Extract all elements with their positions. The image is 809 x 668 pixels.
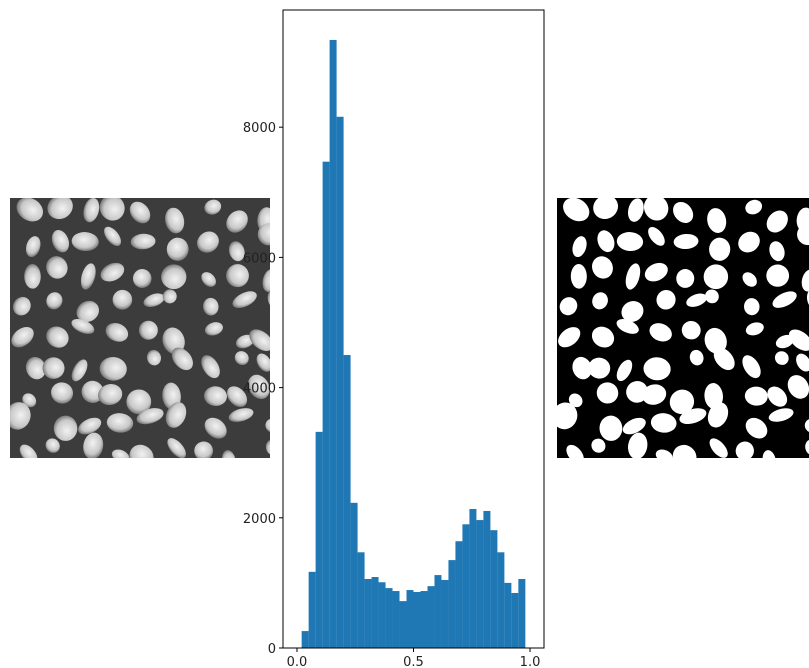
bar: [448, 560, 455, 648]
bar: [420, 591, 427, 648]
bar: [365, 579, 372, 648]
bar: [518, 579, 525, 648]
y-tick-label: 0: [268, 642, 276, 657]
bar: [386, 588, 393, 648]
bar: [414, 592, 421, 648]
histogram-chart: 0 2000 4000 6000 8000 0.0 0.5 1.0: [243, 10, 544, 668]
x-tick-label: 1.0: [520, 655, 541, 668]
bar: [400, 601, 407, 648]
grayscale-image: [2, 190, 284, 473]
bar: [407, 590, 414, 648]
blob: [704, 264, 729, 289]
bar: [504, 583, 511, 648]
bar: [302, 631, 309, 648]
bar: [323, 162, 330, 648]
bar: [379, 582, 386, 648]
x-tick-label: 0.0: [287, 655, 308, 668]
bar: [337, 117, 344, 648]
y-tick-label: 8000: [243, 121, 276, 136]
bar: [344, 355, 351, 648]
bar: [455, 541, 462, 648]
bar: [469, 509, 476, 648]
bar: [309, 572, 316, 648]
binary-image: [549, 191, 809, 473]
bar: [441, 580, 448, 648]
bar: [372, 577, 379, 648]
bar: [427, 586, 434, 648]
bar: [330, 40, 337, 648]
figure: 0 2000 4000 6000 8000 0.0 0.5 1.0: [0, 0, 809, 668]
bar: [351, 503, 358, 648]
x-tick-label: 0.5: [403, 655, 424, 668]
bar: [358, 552, 365, 648]
bar: [462, 524, 469, 648]
bar: [316, 432, 323, 648]
bar: [393, 591, 400, 648]
y-tick-label: 6000: [243, 251, 276, 266]
bar: [511, 593, 518, 648]
bar: [476, 520, 483, 648]
y-tick-label: 2000: [243, 512, 276, 527]
blob: [161, 264, 186, 289]
bar: [490, 530, 497, 648]
page: {"chart_data": {"type": "histogram", "bi…: [0, 0, 809, 668]
bar: [497, 552, 504, 648]
bar: [483, 511, 490, 648]
bar: [434, 575, 441, 648]
y-tick-label: 4000: [243, 382, 276, 397]
